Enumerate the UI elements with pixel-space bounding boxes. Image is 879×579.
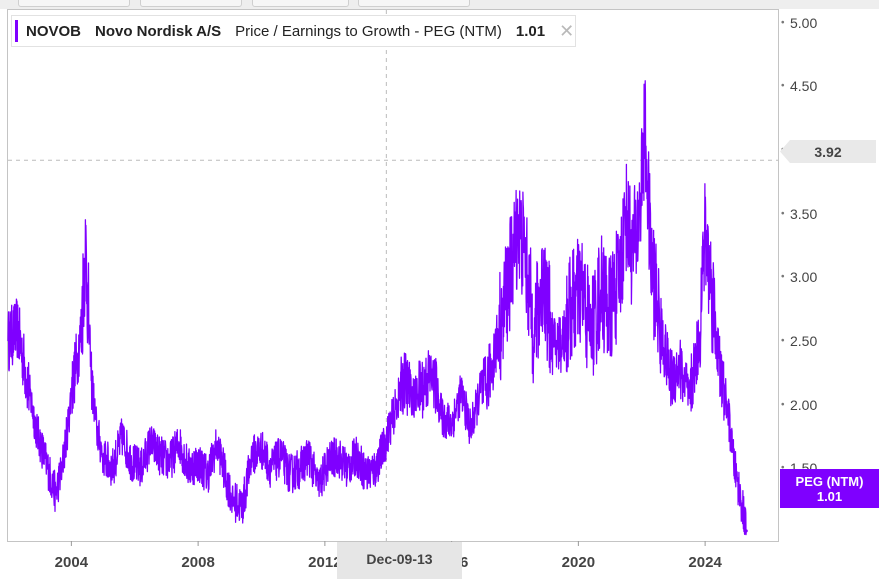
x-tick-label: 2004 <box>54 554 89 571</box>
legend-company-name: Novo Nordisk A/S <box>95 22 222 40</box>
y-tick-label: 5.00 <box>790 14 818 31</box>
series-line-peg-ntm[interactable] <box>7 80 747 536</box>
y-tick-mark: • <box>781 399 785 411</box>
y-tick-label: 2.00 <box>790 396 818 413</box>
y-tick-mark: • <box>781 80 785 92</box>
top-tab-strip <box>0 0 879 9</box>
legend-color-swatch <box>15 20 18 42</box>
last-value-tag: PEG (NTM) 1.01 <box>780 469 879 508</box>
y-tick-label: 4.50 <box>790 78 818 95</box>
crosshair-value-tag: 3.92 <box>780 140 876 163</box>
y-tick-label: 2.50 <box>790 333 818 350</box>
legend-ticker: NOVOB <box>26 22 82 40</box>
y-tick-mark: • <box>781 208 785 220</box>
crosshair-value-label: 3.92 <box>814 143 842 160</box>
y-tick-label: 3.00 <box>790 269 818 286</box>
tab-edge-3[interactable] <box>252 0 349 7</box>
series-last-point <box>744 529 748 533</box>
tab-edge-4[interactable] <box>358 0 470 7</box>
x-tick-label: 2020 <box>561 554 596 571</box>
x-tick-label: 2012 <box>308 554 342 571</box>
legend-metric-name: Price / Earnings to Growth - PEG (NTM) <box>235 22 502 40</box>
last-value-series-label: PEG (NTM) <box>795 473 864 489</box>
y-tick-mark: • <box>781 17 785 29</box>
tab-edge-1[interactable] <box>18 0 130 7</box>
y-tick-mark: • <box>781 271 785 283</box>
y-tick-mark: • <box>781 335 785 347</box>
crosshair-date-tag: Dec-09-13 <box>337 542 462 579</box>
x-tick-label: 2024 <box>688 554 722 571</box>
y-tick-mark: • <box>781 463 785 474</box>
legend-metric-value: 1.01 <box>515 22 546 40</box>
chart-legend: NOVOB Novo Nordisk A/S Price / Earnings … <box>11 15 576 47</box>
x-tick-label: 2008 <box>181 554 215 571</box>
tab-edge-2[interactable] <box>140 0 242 7</box>
last-value-number: 1.01 <box>816 488 843 504</box>
crosshair-date-label: Dec-09-13 <box>366 551 433 567</box>
close-icon[interactable]: ✕ <box>559 20 575 41</box>
y-tick-label: 3.50 <box>790 205 818 222</box>
